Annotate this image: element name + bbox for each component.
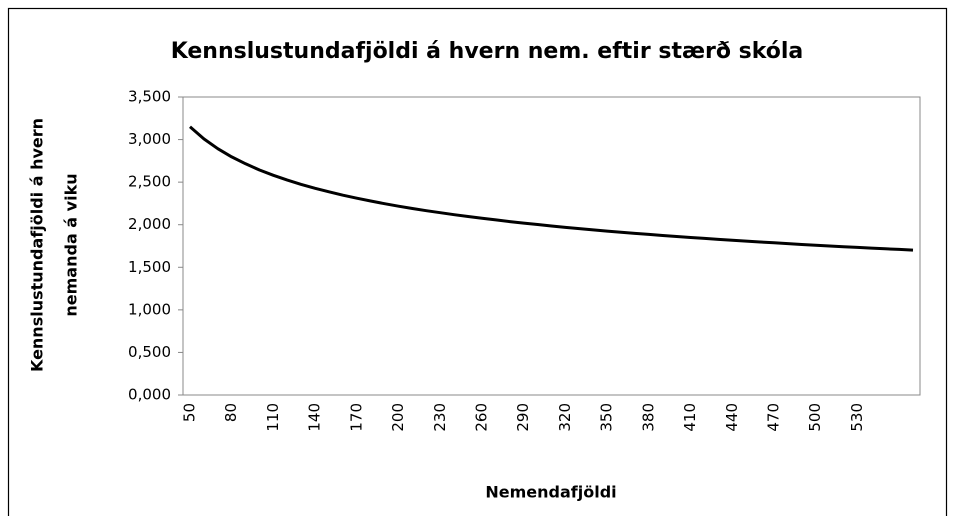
y-axis-label: nemanda á viku — [62, 173, 81, 316]
x-tick-label: 230 — [431, 403, 449, 432]
chart-title: Kennslustundafjöldi á hvern nem. eftir s… — [171, 39, 804, 64]
x-tick-label: 530 — [848, 403, 866, 432]
y-tick-label: 3,000 — [128, 130, 171, 148]
plot-area — [182, 96, 921, 396]
x-tick-label: 350 — [598, 403, 616, 432]
x-tick-label: 470 — [764, 403, 782, 432]
y-tick-label: 1,000 — [128, 300, 171, 318]
x-axis-label: Nemendafjöldi — [485, 483, 616, 502]
y-tick-label: 3,500 — [128, 88, 171, 106]
x-tick-label: 80 — [222, 403, 240, 422]
x-tick-label: 200 — [389, 403, 407, 432]
x-tick-label: 260 — [472, 403, 490, 432]
y-tick-label: 2,500 — [128, 173, 171, 191]
y-tick-label: 2,000 — [128, 215, 171, 233]
x-tick-label: 440 — [723, 403, 741, 432]
x-tick-label: 500 — [806, 403, 824, 432]
x-tick-label: 140 — [306, 403, 324, 432]
x-tick-label: 290 — [514, 403, 532, 432]
x-tick-label: 170 — [347, 403, 365, 432]
y-tick-label: 0,000 — [128, 386, 171, 404]
y-axis-label: Kennslustundafjöldi á hvern — [28, 118, 47, 372]
y-tick-label: 1,500 — [128, 258, 171, 276]
x-tick-label: 410 — [681, 403, 699, 432]
x-tick-label: 110 — [264, 403, 282, 432]
x-tick-label: 50 — [180, 403, 198, 422]
line-series — [189, 125, 914, 252]
x-tick-label: 320 — [556, 403, 574, 432]
x-tick-label: 380 — [639, 403, 657, 432]
y-tick-label: 0,500 — [128, 343, 171, 361]
